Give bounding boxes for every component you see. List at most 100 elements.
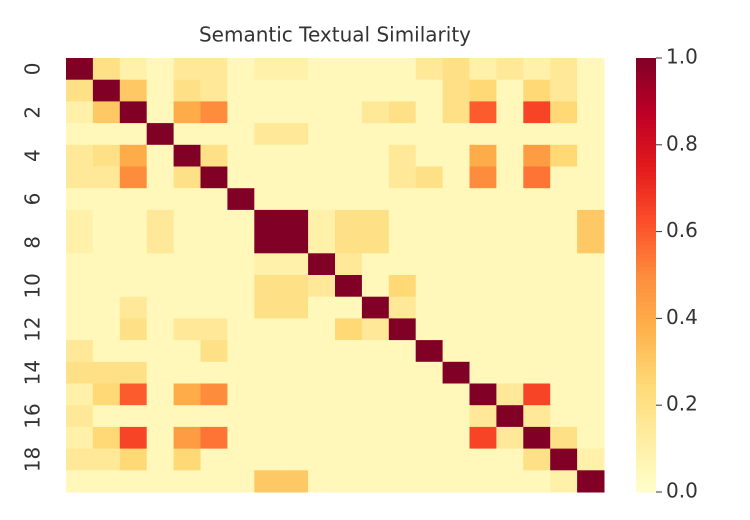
heatmap-cell — [227, 166, 255, 189]
heatmap-cell — [388, 318, 417, 341]
heatmap-cell — [577, 318, 605, 341]
colorbar-segment — [636, 222, 656, 228]
heatmap-cell — [442, 470, 470, 493]
heatmap-cell — [442, 188, 470, 211]
heatmap-cell — [550, 166, 578, 189]
heatmap-cell — [281, 448, 309, 471]
heatmap-cell — [146, 58, 175, 81]
heatmap-cell — [254, 361, 282, 384]
colorbar-segment — [636, 88, 656, 94]
heatmap-cell — [577, 144, 605, 167]
heatmap-cell — [442, 361, 470, 384]
colorbar-segment — [636, 75, 656, 81]
heatmap-cell — [66, 318, 94, 341]
heatmap-cell — [119, 383, 148, 406]
colorbar-segment — [636, 170, 656, 176]
heatmap-cell — [550, 405, 578, 428]
heatmap-cell — [119, 448, 148, 471]
heatmap-cell — [308, 231, 336, 254]
heatmap-cell — [200, 166, 228, 189]
colorbar-segment — [636, 127, 656, 133]
heatmap-cell — [92, 101, 121, 124]
colorbar-segment — [636, 270, 656, 276]
heatmap-cell — [146, 426, 175, 450]
heatmap-cell — [200, 296, 228, 319]
heatmap-cell — [281, 361, 309, 384]
heatmap-cell — [442, 405, 470, 428]
colorbar-segment — [636, 166, 656, 172]
heatmap-cell — [496, 188, 524, 211]
heatmap-cell — [308, 253, 336, 276]
y-tick-label: 18 — [21, 447, 45, 472]
y-tick-label: 0 — [21, 62, 45, 75]
heatmap-cell — [523, 58, 551, 81]
heatmap-cell — [308, 123, 336, 146]
y-tick-label: 16 — [21, 403, 45, 428]
heatmap-cell — [146, 470, 175, 493]
heatmap-cell — [361, 188, 390, 211]
heatmap-cell — [92, 361, 121, 384]
heatmap-cell — [577, 58, 605, 81]
heatmap-cell — [227, 123, 255, 146]
heatmap-cell — [200, 231, 228, 254]
heatmap-cell — [388, 166, 417, 189]
heatmap-cell — [335, 166, 363, 189]
heatmap-cell — [496, 79, 524, 102]
colorbar-segment — [636, 84, 656, 89]
heatmap-cell — [335, 209, 363, 233]
heatmap-cell — [496, 361, 524, 384]
heatmap-cell — [200, 123, 228, 146]
heatmap-cell — [523, 253, 551, 276]
colorbar-segment — [636, 105, 656, 111]
heatmap-cell — [577, 79, 605, 102]
heatmap-cell — [550, 253, 578, 276]
heatmap-cell — [119, 296, 148, 319]
heatmap-cell — [469, 231, 497, 254]
heatmap-cell — [173, 361, 201, 384]
heatmap-cell — [66, 296, 94, 319]
colorbar-segment — [636, 387, 656, 393]
heatmap-cell — [66, 383, 94, 406]
colorbar-segment — [636, 231, 656, 237]
heatmap-cell — [577, 426, 605, 450]
heatmap-cell — [227, 144, 255, 167]
colorbar-segment — [636, 379, 656, 385]
heatmap-cell — [227, 470, 255, 493]
heatmap-cell — [335, 253, 363, 276]
heatmap-cell — [388, 144, 417, 167]
heatmap-cell — [281, 79, 309, 102]
heatmap-cell — [281, 231, 309, 254]
colorbar-segment — [636, 62, 656, 68]
heatmap-cell — [254, 383, 282, 406]
heatmap-cell — [200, 405, 228, 428]
heatmap-cell — [523, 166, 551, 189]
heatmap-cell — [577, 470, 605, 493]
heatmap-cell — [281, 426, 309, 450]
y-tick-label: 8 — [21, 236, 45, 249]
heatmap-cell — [550, 340, 578, 363]
heatmap-cell — [173, 123, 201, 146]
colorbar-segment — [636, 131, 656, 137]
heatmap-cell — [469, 58, 497, 81]
heatmap-cell — [92, 470, 121, 493]
heatmap-cell — [415, 253, 444, 276]
colorbar-segment — [636, 435, 656, 441]
heatmap-cell — [361, 470, 390, 493]
heatmap-cell — [335, 101, 363, 124]
heatmap-cell — [66, 209, 94, 233]
colorbar-segment — [636, 335, 656, 341]
heatmap-cell — [254, 275, 282, 298]
heatmap-cell — [415, 426, 444, 450]
heatmap-cell — [550, 101, 578, 124]
heatmap-cell — [92, 296, 121, 319]
colorbar-segment — [636, 179, 656, 185]
y-tick-label: 14 — [21, 360, 45, 385]
colorbar-segment — [636, 409, 656, 415]
colorbar-segment — [636, 461, 656, 467]
heatmap-cell — [496, 426, 524, 450]
heatmap-cell — [442, 231, 470, 254]
heatmap-cell — [227, 58, 255, 81]
colorbar-segment — [636, 340, 656, 346]
heatmap-cell — [335, 123, 363, 146]
